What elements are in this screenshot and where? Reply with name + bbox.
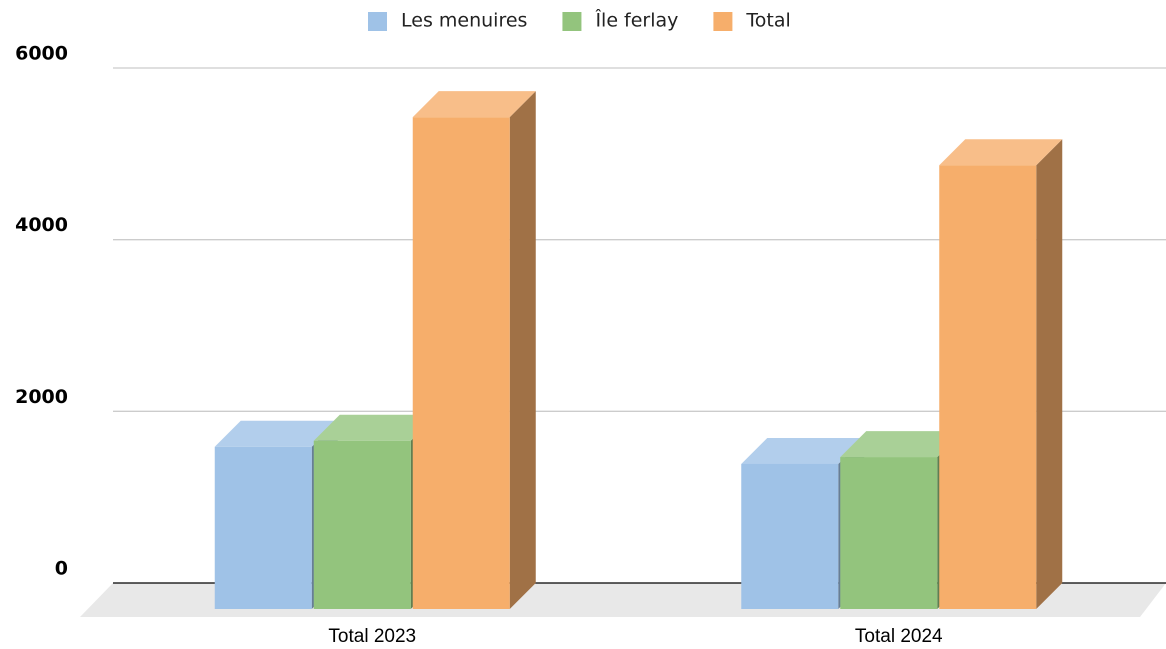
bar bbox=[741, 463, 839, 609]
x-tick-label: Total 2024 bbox=[855, 626, 943, 647]
bar-top bbox=[412, 91, 536, 118]
bar bbox=[214, 446, 312, 609]
y-tick-label: 2000 bbox=[15, 386, 68, 408]
bar-top bbox=[313, 414, 437, 441]
bar-top bbox=[840, 431, 964, 458]
bar bbox=[412, 117, 510, 610]
legend-label: Les menuires bbox=[401, 10, 527, 32]
bar bbox=[840, 457, 938, 609]
x-tick-label: Total 2023 bbox=[328, 626, 416, 647]
legend-swatch bbox=[368, 12, 387, 31]
bar-top bbox=[741, 437, 865, 464]
legend-label: Total bbox=[745, 10, 790, 32]
legend-label: Île ferlay bbox=[594, 9, 678, 32]
legend-swatch bbox=[562, 12, 582, 31]
bar-top bbox=[939, 139, 1063, 166]
bar bbox=[939, 165, 1037, 609]
bar bbox=[313, 440, 411, 609]
y-tick-label: 4000 bbox=[15, 214, 68, 236]
bar-side bbox=[509, 91, 536, 610]
bar-side bbox=[1036, 139, 1063, 609]
legend-swatch bbox=[713, 12, 733, 31]
y-tick-label: 6000 bbox=[15, 43, 68, 65]
bar-top bbox=[214, 420, 338, 447]
y-tick-label: 0 bbox=[55, 558, 68, 580]
